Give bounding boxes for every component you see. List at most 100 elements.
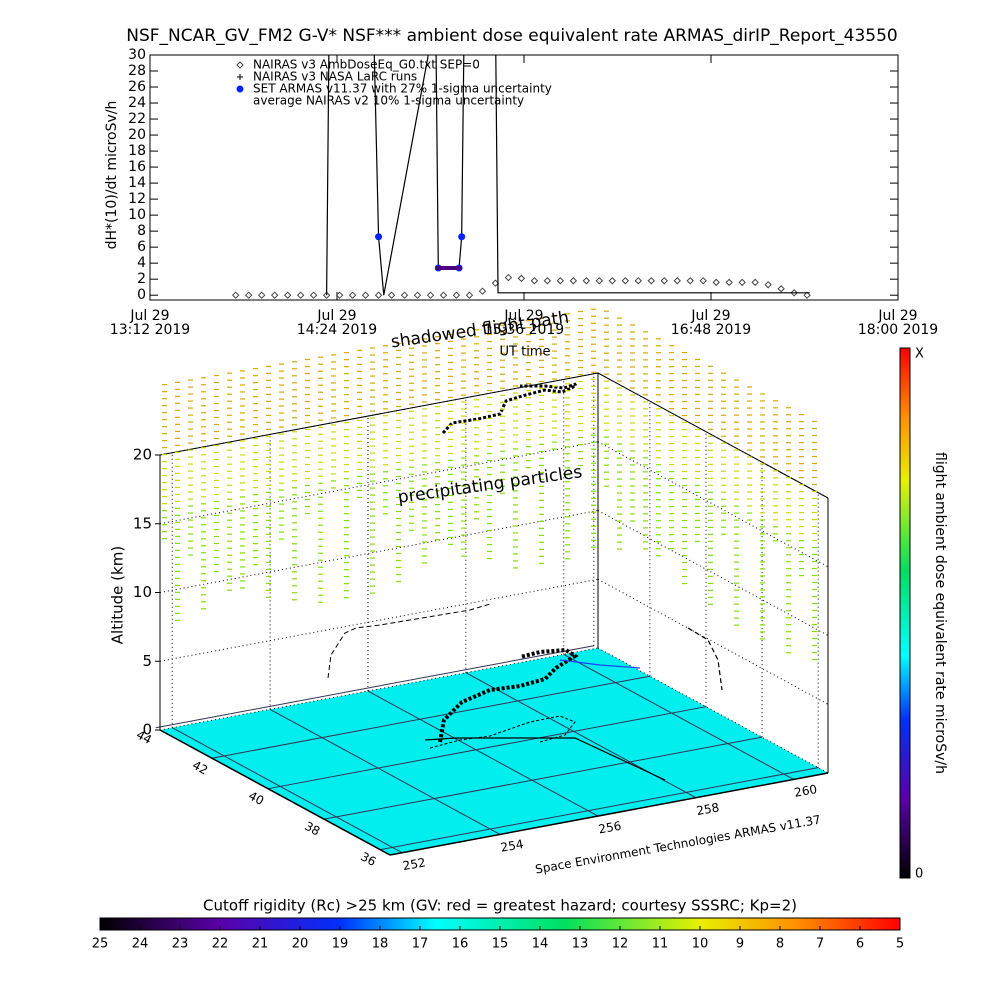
colorbar-label: X [915,347,924,362]
x-tick-label: Jul 29 [129,308,169,324]
legend-label: average NAIRAS v2 10% 1-sigma uncertaint… [253,94,524,108]
x-tick-label: Jul 29 [503,308,543,324]
y-tick-label: 28 [128,63,146,79]
data-layer [232,55,811,299]
x-tick-label: Jul 29 [690,308,730,324]
legend-label: NAIRAS v3 NASA LaRC runs [253,70,417,84]
y-tick-label: 0 [137,287,146,303]
diamond-marker [452,291,461,299]
diamond-marker [777,285,785,293]
floor [160,648,828,855]
floor-track-blue [559,659,641,669]
colorbar-tick-label: 25 [92,937,109,952]
lat-tick-label: 38 [302,819,322,839]
floor-grid-line [323,736,763,820]
y-tick-label: 24 [128,95,146,111]
x-tick-label: 13:12 2019 [110,322,190,338]
floor-grid-line [269,708,501,835]
legend-label: SET ARMAS v11.37 with 27% 1-sigma uncert… [253,82,552,96]
colorbar-tick-label: 12 [612,937,629,952]
diamond-marker [400,291,409,299]
point-marker [375,233,383,241]
plot-3d [155,370,829,856]
colorbar-title: Cutoff rigidity (Rc) >25 km (GV: red = g… [203,897,797,915]
floor-grid-line [171,727,403,854]
colorbar-title: flight ambient dose equivalent rate micr… [932,452,948,774]
colorbar-label: 0 [915,867,923,882]
y-tick-label: 26 [128,79,146,95]
x-tick-label: Jul 29 [877,308,917,324]
x-tick-label: 18:00 2019 [858,322,938,338]
colorbar-tick-label: 18 [372,937,389,952]
lon-tick-label: 252 [402,855,427,873]
wall-shadow-left [327,603,491,679]
colorbar-tick-label: 5 [896,937,904,952]
colorbar-tick-label: 24 [132,937,149,952]
y-tick-label: 6 [137,239,146,255]
diamond-marker [738,278,746,287]
colorbar-tick-label: 11 [652,937,669,952]
diamond-marker [296,291,305,299]
diamond-marker [504,273,513,282]
y-tick-label: 10 [128,207,146,223]
floor-shadow [429,715,576,749]
y-tick-label: 4 [137,255,146,271]
colorbar-tick-label: 15 [492,937,509,952]
colorbar-tick-label: 9 [736,937,744,952]
diamond-marker [569,277,578,285]
diamond-marker [530,277,539,285]
diamond-marker [621,277,629,285]
diamond-marker [686,277,694,285]
colorbar-tick-label: 16 [452,937,469,952]
diamond-marker [673,277,681,285]
diamond-marker [387,291,396,299]
box-edge [159,729,391,856]
lat-tick-label: 42 [190,758,210,778]
lat-tick-label: 36 [358,849,378,869]
lat-tick-label: 40 [246,788,266,808]
diamond-marker [426,291,435,299]
lat-tick-label: 44 [134,728,154,748]
y-tick-label: 30 [128,47,146,63]
wall-shadow-right [687,627,723,691]
floor-grid-line [211,675,650,759]
x-tick-label: 15:36 2019 [484,322,564,338]
diamond-marker [712,278,720,287]
diamond-marker [361,291,370,299]
x-tick-label: 14:24 2019 [297,322,377,338]
chart-title: NSF_NCAR_GV_FM2 G-V* NSF*** ambient dose… [126,26,897,46]
x-axis-label: UT time [500,345,551,360]
y-tick-label: 22 [128,111,146,127]
colorbar-tick-label: 21 [252,937,269,952]
z-axis-label: Altitude (km) [109,546,127,644]
lon-tick-label: 260 [793,782,818,800]
diamond-marker [244,291,253,299]
colorbar-tick-label: 22 [212,937,229,952]
colorbar-tick-label: 7 [816,937,824,952]
point-marker [458,233,466,241]
diamond-marker [699,277,707,285]
colorbar-tick-label: 13 [572,937,589,952]
diamond-marker [725,278,733,287]
y-tick-label: 8 [137,223,146,239]
colorbar-tick-label: 17 [412,937,429,952]
floor-grid-line [563,653,794,780]
diamond-marker [647,277,655,285]
z-tick-label: 5 [142,652,152,670]
floor-grid-line [155,645,594,729]
diamond-marker [595,277,604,285]
legend-symbol [236,61,244,69]
diamond-marker [556,277,565,285]
flight-paths [327,382,723,781]
x-tick-label: 16:48 2019 [671,322,751,338]
floor-grid-line [367,690,599,817]
diamond-marker [803,291,811,299]
y-axis-label: dH*(10)/dt microSv/h [104,101,120,250]
diamond-marker [257,291,266,299]
altitude-path [441,382,578,435]
floor-track [424,737,666,781]
diamond-marker [439,291,448,299]
floor-grid-line [267,706,707,790]
colorbar-tick-label: 14 [532,937,549,952]
colorbar-tick-label: 19 [332,937,349,952]
